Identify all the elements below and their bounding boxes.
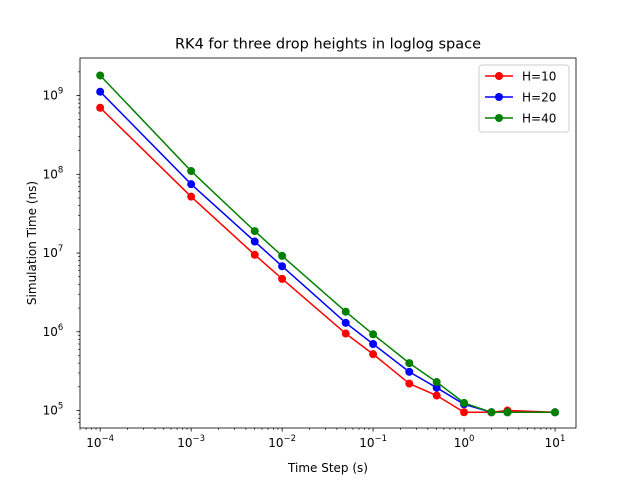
- data-point: [278, 274, 287, 283]
- legend-label: H=40: [522, 112, 556, 126]
- data-point: [405, 379, 414, 388]
- data-point: [369, 339, 378, 348]
- data-point: [369, 330, 378, 339]
- data-point: [460, 408, 469, 417]
- x-tick-label: 10−1: [359, 434, 387, 450]
- legend-marker: [495, 114, 503, 122]
- data-point: [187, 167, 196, 176]
- data-point: [250, 227, 259, 236]
- data-point: [405, 359, 414, 368]
- data-point: [341, 329, 350, 338]
- legend-label: H=10: [522, 70, 556, 84]
- y-tick-label: 105: [43, 402, 64, 418]
- x-tick-label: 10−3: [177, 434, 205, 450]
- data-point: [432, 391, 441, 400]
- axes-frame: [79, 57, 577, 429]
- x-tick-label: 10−4: [86, 434, 114, 450]
- y-tick-label: 108: [43, 165, 64, 181]
- x-tick-label: 10−2: [268, 434, 296, 450]
- y-axis-title: Simulation Time (ns): [25, 181, 39, 305]
- y-tick-label: 106: [43, 323, 64, 339]
- plot-area: [96, 71, 560, 417]
- data-point: [405, 367, 414, 376]
- legend: H=10 H=20 H=40: [478, 64, 570, 133]
- data-point: [250, 237, 259, 246]
- data-point: [503, 408, 512, 417]
- y-axis: 105 106 107 108 109: [43, 71, 80, 424]
- x-tick-label: 101: [545, 434, 566, 450]
- y-tick-label: 107: [43, 244, 64, 260]
- chart-title: RK4 for three drop heights in loglog spa…: [175, 37, 481, 53]
- data-point: [96, 71, 105, 80]
- data-point: [278, 251, 287, 260]
- legend-item: H=20: [485, 91, 556, 105]
- data-point: [96, 103, 105, 112]
- x-tick-label: 100: [454, 434, 475, 450]
- legend-item: H=10: [485, 70, 556, 84]
- y-tick-label: 109: [43, 87, 64, 103]
- data-point: [250, 250, 259, 259]
- series-h-40: [96, 71, 560, 417]
- data-point: [460, 398, 469, 407]
- data-point: [341, 318, 350, 327]
- data-point: [432, 383, 441, 392]
- data-point: [187, 192, 196, 201]
- data-point: [369, 350, 378, 359]
- data-point: [432, 378, 441, 387]
- data-point: [341, 307, 350, 316]
- legend-label: H=20: [522, 91, 556, 105]
- data-point: [487, 408, 496, 417]
- data-point: [278, 262, 287, 271]
- legend-item: H=40: [485, 112, 556, 126]
- x-axis: 10−4 10−3 10−2 10−1 100 101: [79, 428, 566, 450]
- x-axis-title: Time Step (s): [287, 461, 368, 475]
- legend-marker: [495, 72, 503, 80]
- legend-marker: [495, 93, 503, 101]
- data-point: [187, 180, 196, 189]
- data-point: [551, 408, 560, 417]
- data-point: [96, 87, 105, 96]
